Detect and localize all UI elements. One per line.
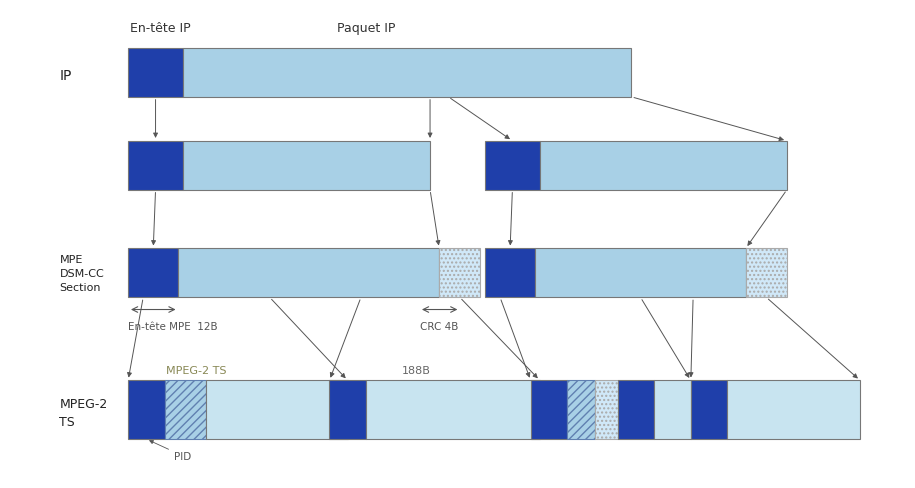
Text: PID: PID bbox=[150, 441, 191, 461]
Bar bbox=[618, 381, 654, 439]
Text: IP: IP bbox=[59, 69, 72, 82]
Bar bbox=[540, 142, 787, 190]
Bar bbox=[165, 381, 206, 439]
Bar bbox=[567, 381, 595, 439]
Bar bbox=[128, 142, 183, 190]
Text: En-tête MPE  12B: En-tête MPE 12B bbox=[128, 322, 218, 331]
Text: 188B: 188B bbox=[402, 366, 431, 375]
Bar bbox=[366, 381, 540, 439]
Bar bbox=[178, 249, 439, 298]
Bar bbox=[183, 49, 631, 98]
Text: MPEG-2 TS: MPEG-2 TS bbox=[167, 366, 227, 375]
Bar bbox=[128, 381, 165, 439]
Bar bbox=[206, 381, 348, 439]
Bar bbox=[654, 381, 691, 439]
Bar bbox=[329, 381, 366, 439]
Bar bbox=[531, 381, 567, 439]
Bar bbox=[485, 249, 535, 298]
Text: MPE
DSM-CC
Section: MPE DSM-CC Section bbox=[59, 254, 104, 292]
Bar bbox=[183, 142, 430, 190]
Text: CRC 4B: CRC 4B bbox=[421, 322, 458, 331]
Bar bbox=[485, 142, 540, 190]
Bar bbox=[128, 249, 178, 298]
Bar bbox=[535, 249, 746, 298]
Bar bbox=[727, 381, 860, 439]
Bar bbox=[746, 249, 787, 298]
Bar bbox=[595, 381, 618, 439]
Bar bbox=[691, 381, 727, 439]
Bar bbox=[439, 249, 480, 298]
Text: Paquet IP: Paquet IP bbox=[337, 22, 395, 35]
Bar bbox=[128, 49, 183, 98]
Text: MPEG-2
TS: MPEG-2 TS bbox=[59, 397, 108, 428]
Text: En-tête IP: En-tête IP bbox=[130, 22, 190, 35]
